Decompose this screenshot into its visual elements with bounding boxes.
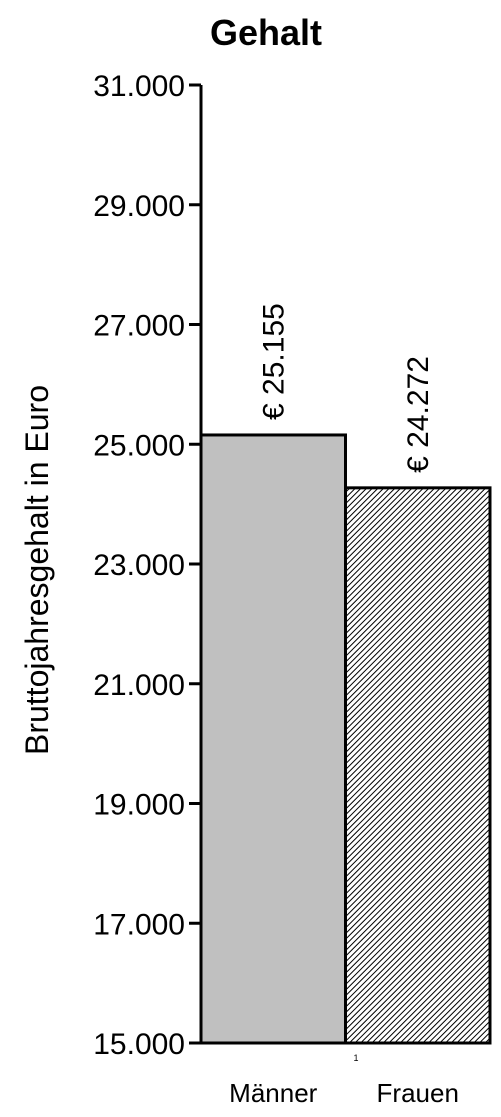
data-label-2: € 24.272 bbox=[402, 356, 435, 473]
x-axis-mark: 1 bbox=[353, 1053, 358, 1063]
bar-1 bbox=[199, 433, 347, 1045]
y-tick-label-5: 23.000 bbox=[93, 549, 185, 582]
labels-layer: € 25.155 Männer € 24.272 Frauen 15.000 17.000… bbox=[93, 70, 459, 1108]
category-label-2: Frauen bbox=[377, 1078, 459, 1108]
y-tick-label-9: 31.000 bbox=[93, 70, 185, 103]
y-tick-label-4: 21.000 bbox=[93, 669, 185, 702]
bars-layer bbox=[199, 433, 492, 1045]
data-label-1: € 25.155 bbox=[257, 303, 290, 420]
y-tick-label-6: 25.000 bbox=[93, 429, 185, 462]
axis-layer bbox=[189, 83, 490, 1045]
y-axis-label: Bruttojahresgehalt in Euro bbox=[19, 385, 55, 755]
bar-2 bbox=[344, 486, 492, 1045]
chart-title: Gehalt bbox=[210, 12, 322, 53]
y-tick-label-8: 29.000 bbox=[93, 190, 185, 223]
y-tick-label-2: 17.000 bbox=[93, 908, 185, 941]
y-tick-label-1: 15.000 bbox=[93, 1028, 185, 1061]
y-tick-label-3: 19.000 bbox=[93, 789, 185, 822]
y-tick-label-7: 27.000 bbox=[93, 310, 185, 343]
category-label-1: Männer bbox=[229, 1078, 317, 1108]
